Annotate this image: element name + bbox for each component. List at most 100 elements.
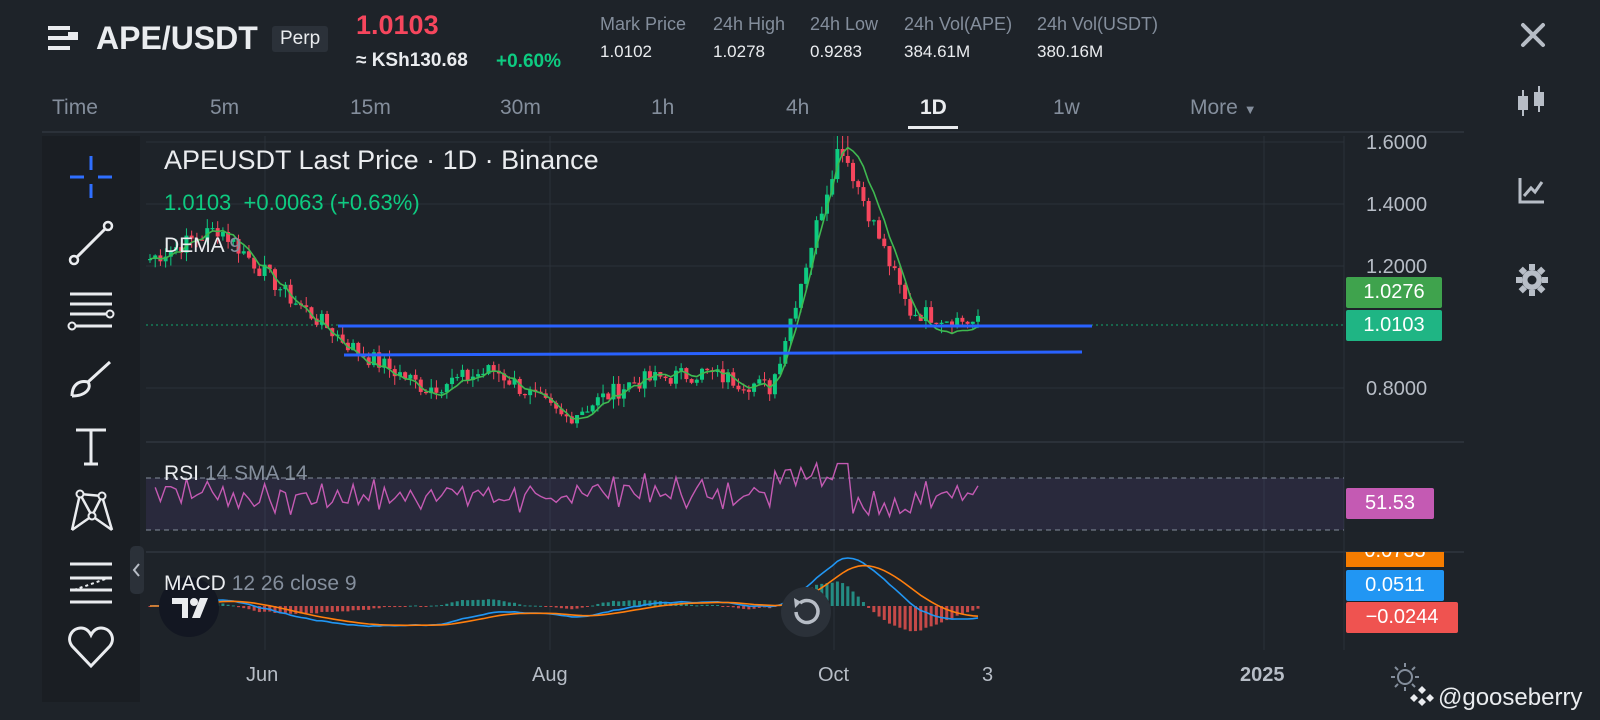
candle-body [413,374,418,380]
close-icon[interactable] [1518,20,1548,50]
crosshair-icon[interactable] [66,152,116,202]
macd-histogram-bar [424,606,428,607]
candle-body [632,382,637,384]
candle-body [564,414,569,417]
price-axis-tick: 1.6000 [1366,132,1428,154]
candle-body [913,314,918,317]
macd-histogram-bar [330,606,334,613]
macd-histogram-bar [757,606,761,608]
price-tag-high: 1.0276 [1346,277,1442,308]
interval-1w[interactable]: 1w [1053,96,1080,119]
candle-body [392,369,397,377]
interval-15m[interactable]: 15m [350,96,391,119]
candle-body [502,373,507,381]
macd-histogram-bar [533,605,537,607]
rsi-legend[interactable]: RSI 14 SMA 14 [164,462,308,486]
brightness-icon[interactable] [1390,662,1420,692]
macd-histogram-bar [898,606,902,628]
candle-body [554,402,559,409]
macd-histogram-bar [559,606,563,609]
macd-value-tag: 0.0511 [1346,570,1444,601]
candle-body [397,372,402,377]
collapse-toolbar-handle[interactable] [130,546,144,594]
symbol-title[interactable]: APE/USDT [96,20,258,56]
candle-body [658,372,663,377]
candle-body [241,251,246,254]
macd-histogram-bar [263,606,267,612]
pattern-tool-icon[interactable] [66,486,116,536]
macd-histogram-bar [955,606,959,616]
reset-chart-icon[interactable] [780,586,832,638]
macd-histogram-bar [341,606,345,612]
macd-histogram-bar [554,606,558,608]
macd-histogram-bar [408,605,412,607]
macd-histogram-bar [924,606,928,628]
interval-1h[interactable]: 1h [651,96,675,119]
candlestick-icon[interactable] [1514,84,1550,120]
candle-body [460,369,465,377]
stat-label-24h-vol-usdt: 24h Vol(USDT) [1037,14,1159,34]
interval-1d[interactable]: 1D [920,96,947,119]
caret-down-icon: ▼ [1243,102,1257,117]
prediction-tool-icon[interactable] [66,556,116,606]
interval-time[interactable]: Time [52,96,98,119]
macd-histogram-bar [513,602,517,606]
macd-histogram-bar [773,606,777,607]
menu-icon[interactable] [48,24,80,52]
macd-histogram-bar [695,605,699,607]
candle-body [580,411,585,416]
dema-params: 9 [229,234,242,257]
candle-body [335,334,340,337]
heart-icon[interactable] [66,622,116,672]
candle-body [663,376,668,379]
candle-body [408,374,413,379]
macd-histogram-bar [705,604,709,606]
macd-histogram-bar [539,605,543,607]
gear-icon[interactable] [1514,262,1550,298]
candle-body [918,314,923,322]
candle-body [715,369,720,372]
candle-body [762,379,767,381]
time-axis-tick: Aug [532,664,568,686]
macd-histogram-bar [934,606,938,625]
macd-histogram-bar [877,606,881,617]
candle-body [819,213,824,221]
drawing-toolbar [42,136,140,702]
candle-body [403,372,408,379]
stat-value-24h-vol-usdt: 380.16M [1037,42,1104,61]
macd-histogram-bar [762,606,766,608]
fib-retracement-icon[interactable] [66,286,116,336]
candle-body [668,378,673,384]
candle-body [267,264,272,270]
candle-body [246,251,251,258]
interval-5m[interactable]: 5m [210,96,240,119]
macd-histogram-bar [611,600,615,606]
stat-value-24h-low: 0.9283 [810,42,862,61]
macd-histogram-bar [273,606,277,613]
brush-icon[interactable] [66,354,116,404]
interval-more[interactable]: More ▼ [1190,96,1257,120]
interval-30m[interactable]: 30m [500,96,541,119]
trend-line-icon[interactable] [66,218,116,268]
stat-label-24h-low: 24h Low [810,14,879,34]
macd-histogram-bar [580,606,584,608]
indicator-icon[interactable] [1514,172,1550,208]
candle-body [929,307,934,323]
dema-label: DEMA [164,234,224,257]
candle-body [439,392,444,394]
macd-histogram-bar [851,591,855,606]
macd-histogram-bar [835,581,839,606]
interval-4h[interactable]: 4h [786,96,810,119]
candle-body [835,148,840,180]
candle-body [814,220,819,248]
macd-histogram-bar [950,606,954,619]
macd-histogram-bar [445,603,449,606]
macd-histogram-bar [736,606,740,609]
text-tool-icon[interactable] [66,420,116,470]
macd-histogram-bar [710,604,714,606]
macd-legend[interactable]: MACD 12 26 close 9 [164,572,357,596]
dema-legend[interactable]: DEMA 9 [164,234,241,258]
macd-histogram-bar [664,601,668,606]
macd-histogram-bar [596,603,600,606]
candle-body [897,268,902,285]
